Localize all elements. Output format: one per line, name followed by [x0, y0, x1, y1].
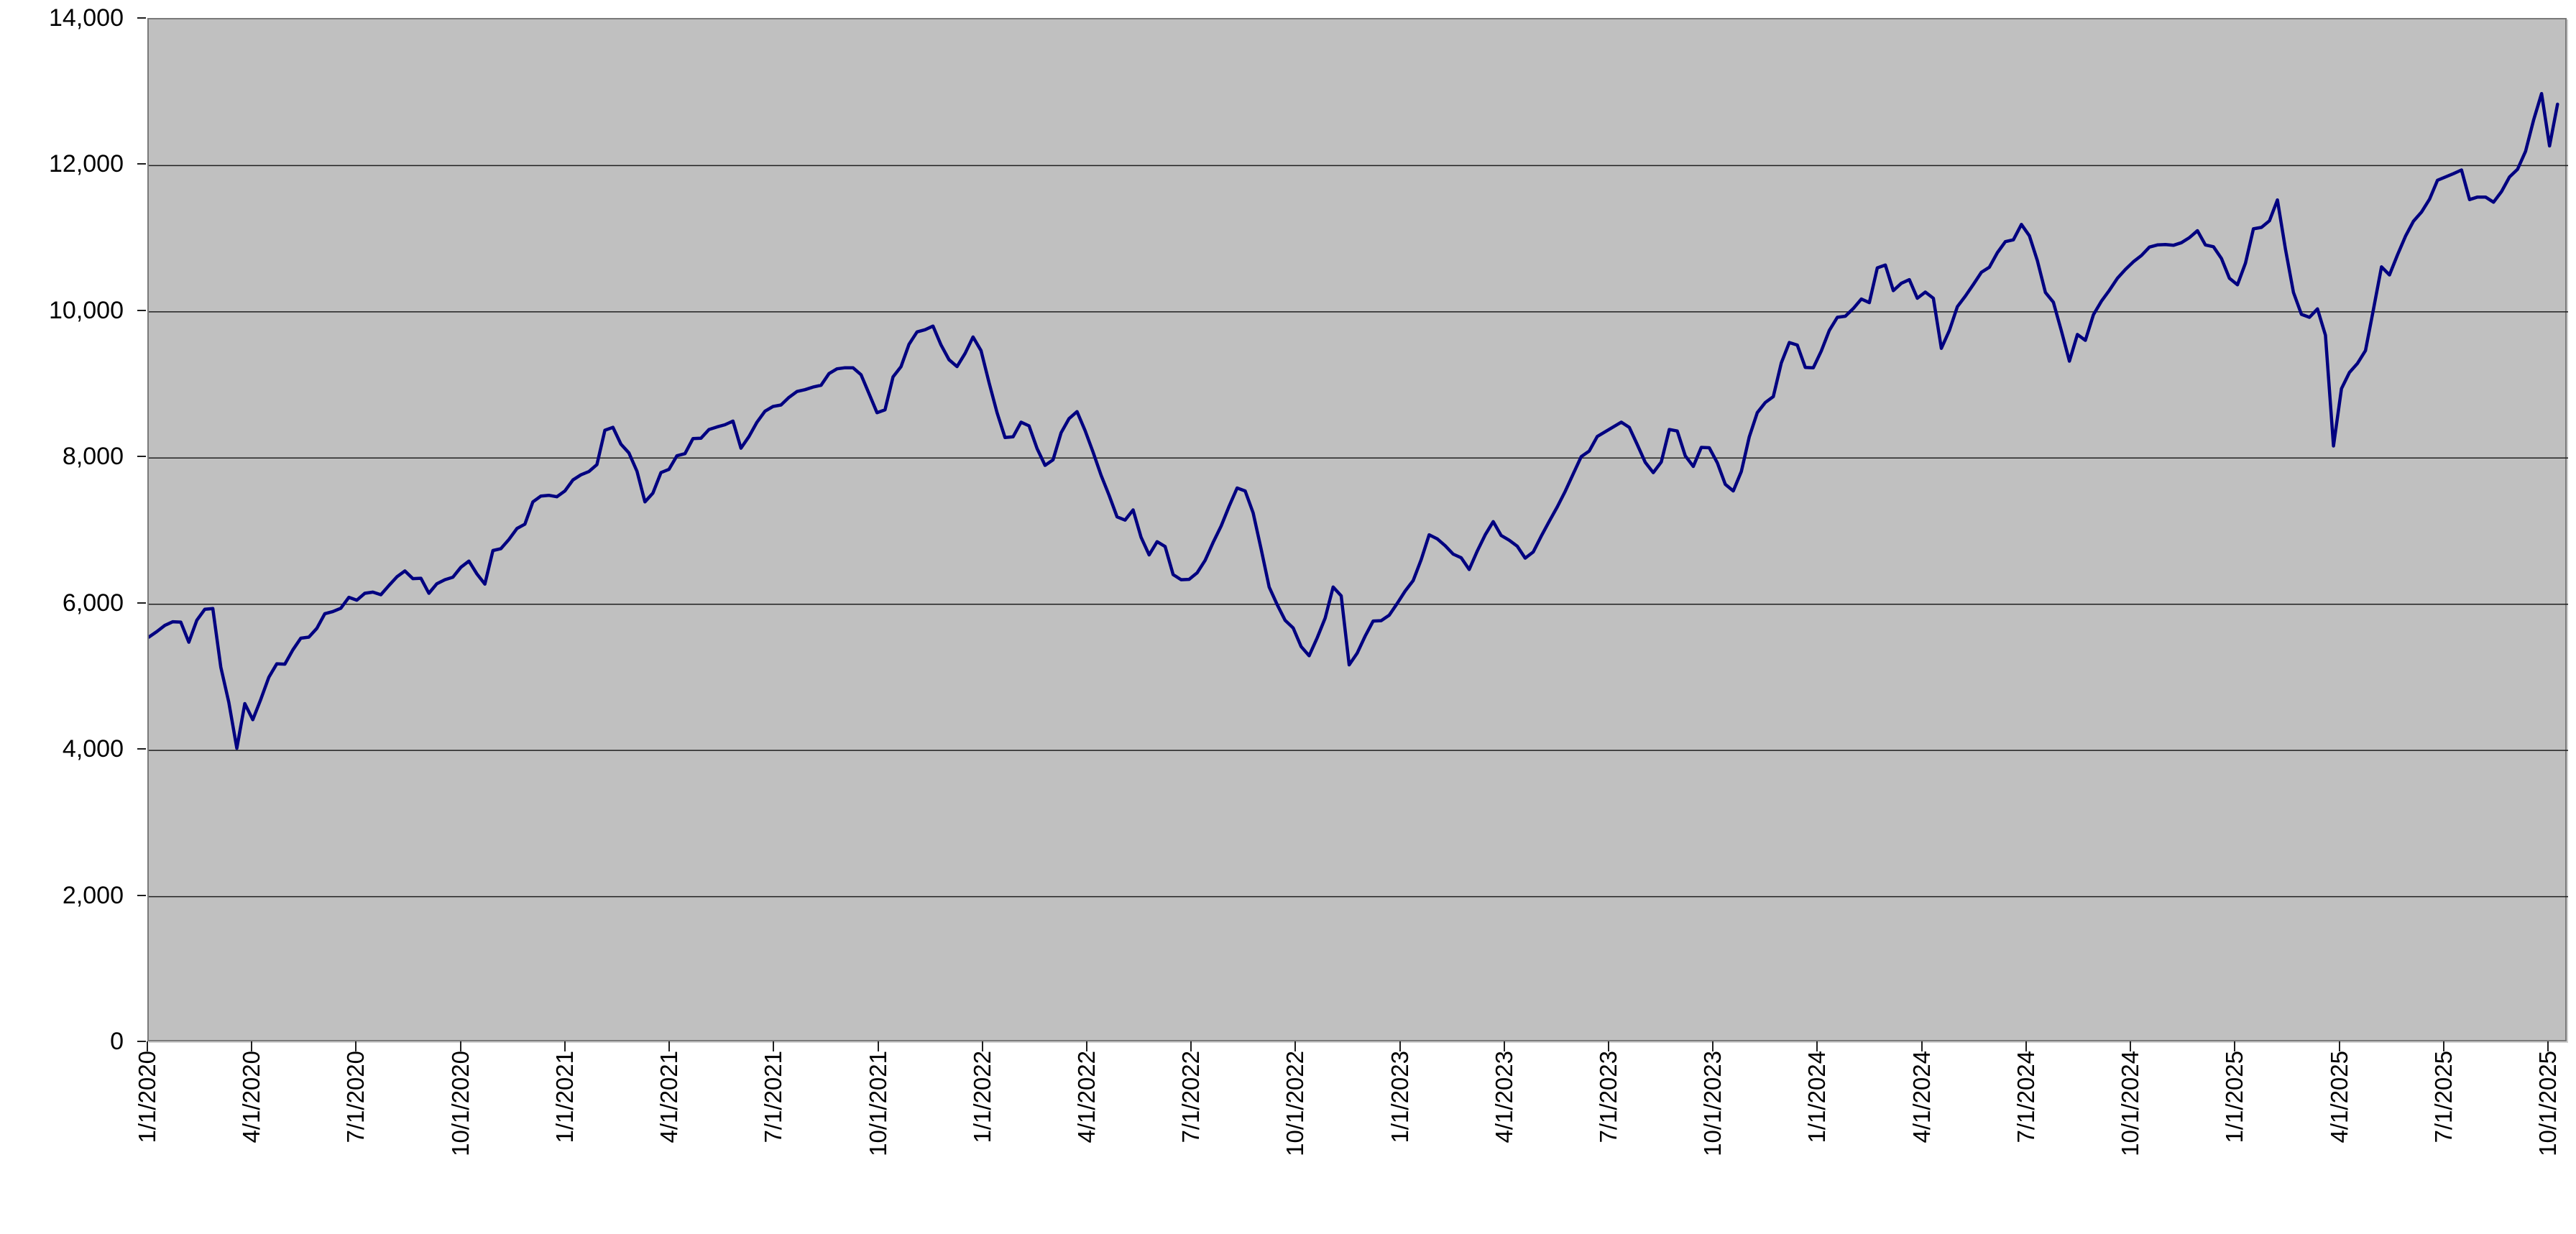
y-axis-tick — [137, 1041, 146, 1042]
x-axis-tick — [1816, 1041, 1818, 1051]
x-axis-tick — [459, 1041, 461, 1051]
x-axis-label: 1/1/2023 — [1386, 1051, 1413, 1143]
x-axis-label: 10/1/2022 — [1282, 1051, 1309, 1156]
x-axis-label: 7/1/2022 — [1177, 1051, 1205, 1143]
x-axis-tick — [1920, 1041, 1923, 1051]
x-axis-label: 7/1/2021 — [760, 1051, 787, 1143]
x-axis-tick — [1190, 1041, 1192, 1051]
x-axis-tick — [1399, 1041, 1401, 1051]
x-axis-label: 4/1/2023 — [1490, 1051, 1517, 1143]
x-axis-label: 10/1/2025 — [2534, 1051, 2561, 1156]
x-axis-tick — [1294, 1041, 1297, 1051]
x-axis-tick — [2234, 1041, 2236, 1051]
x-axis-label: 4/1/2020 — [238, 1051, 265, 1143]
y-axis-label: 14,000 — [49, 4, 124, 32]
x-axis-label: 1/1/2020 — [134, 1051, 160, 1143]
x-axis-label: 1/1/2022 — [968, 1051, 995, 1143]
x-axis-label: 7/1/2024 — [2012, 1051, 2039, 1143]
x-axis-tick — [668, 1041, 671, 1051]
x-axis-tick — [564, 1041, 566, 1051]
y-axis-label: 6,000 — [62, 589, 124, 617]
x-axis-tick — [1503, 1041, 1505, 1051]
y-axis-tick — [137, 602, 146, 604]
y-axis-label: 10,000 — [49, 296, 124, 324]
x-axis-tick — [877, 1041, 879, 1051]
y-axis-tick — [137, 456, 146, 458]
x-axis-tick — [981, 1041, 983, 1051]
data-series-line — [149, 91, 2559, 750]
y-axis-tick — [137, 17, 146, 19]
x-axis-tick — [2338, 1041, 2340, 1051]
x-axis-label: 10/1/2024 — [2117, 1051, 2144, 1156]
y-axis-label: 0 — [110, 1028, 124, 1055]
x-axis-tick — [773, 1041, 775, 1051]
y-axis-tick — [137, 894, 146, 896]
x-axis-tick — [1712, 1041, 1714, 1051]
y-axis-label: 8,000 — [62, 443, 124, 471]
x-axis-label: 7/1/2020 — [342, 1051, 369, 1143]
y-axis-label: 2,000 — [62, 881, 124, 909]
x-axis-tick — [2025, 1041, 2027, 1051]
y-axis-tick — [137, 309, 146, 311]
x-axis-label: 10/1/2020 — [446, 1051, 474, 1156]
x-axis-label: 4/1/2022 — [1072, 1051, 1100, 1143]
plot-area — [147, 18, 2568, 1041]
x-axis-label: 4/1/2024 — [1908, 1051, 1935, 1143]
y-axis-label: 12,000 — [49, 150, 124, 178]
x-axis-label: 4/1/2025 — [2325, 1051, 2352, 1143]
x-axis-label: 4/1/2021 — [656, 1051, 683, 1143]
x-axis-label: 7/1/2025 — [2429, 1051, 2457, 1143]
chart-canvas — [149, 91, 2568, 898]
y-axis-label: 4,000 — [62, 735, 124, 763]
x-axis-label: 1/1/2021 — [551, 1051, 578, 1143]
x-axis-tick — [2442, 1041, 2444, 1051]
x-axis-label: 1/1/2025 — [2221, 1051, 2248, 1143]
x-axis-tick — [2547, 1041, 2549, 1051]
x-axis-label: 10/1/2023 — [1699, 1051, 1726, 1156]
x-axis-label: 10/1/2021 — [864, 1051, 891, 1156]
x-axis-tick — [1085, 1041, 1087, 1051]
y-axis-tick — [137, 163, 146, 165]
x-axis-tick — [1608, 1041, 1610, 1051]
y-axis-tick — [137, 748, 146, 750]
x-axis-label: 7/1/2023 — [1595, 1051, 1622, 1143]
x-axis-tick — [147, 1041, 148, 1051]
x-axis-label: 1/1/2024 — [1803, 1051, 1831, 1143]
x-axis-tick — [355, 1041, 357, 1051]
x-axis-tick — [251, 1041, 253, 1051]
x-axis-tick — [2130, 1041, 2132, 1051]
